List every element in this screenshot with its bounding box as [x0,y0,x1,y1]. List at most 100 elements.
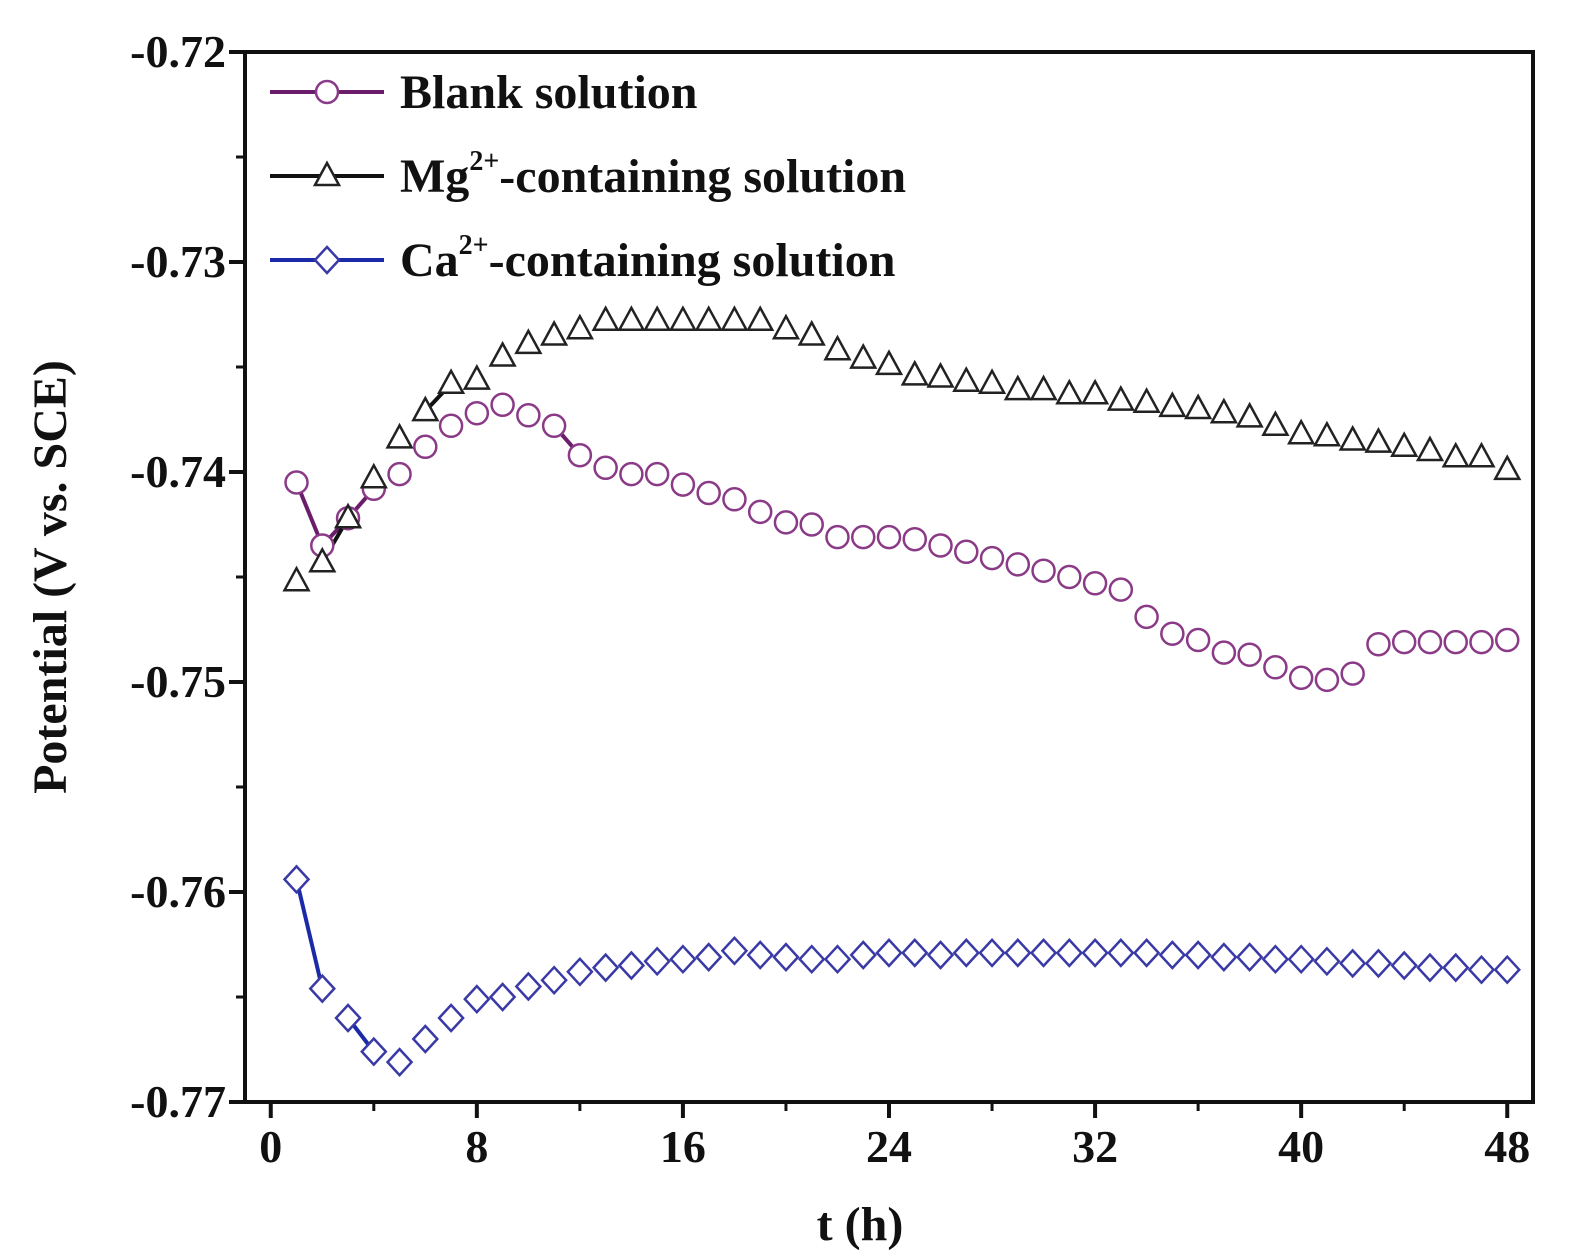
ca-point [1261,944,1290,975]
ca-point [1493,954,1521,985]
blank-point [541,413,567,439]
blank-point [696,480,721,506]
blank-point [413,434,438,460]
ca-point [901,938,929,968]
blank-point [799,512,824,537]
ca-point [1107,938,1135,968]
mg-point [333,502,363,529]
mg-point [1287,418,1316,445]
blank-point [567,442,593,468]
blank-point [876,524,902,550]
mg-point [1312,420,1342,447]
blank-point [1366,631,1391,657]
blank-point [1314,667,1340,693]
mg-point [823,334,852,361]
ca-point [952,938,980,968]
ca-point [875,938,903,968]
x-axis-ticks: 0 8 16 24 32 40 48 [259,1102,1530,1172]
blank-point [1288,665,1314,691]
ca-point [566,956,594,987]
mg-point [1209,397,1238,424]
mg-point [1441,441,1470,468]
x-tick-label: 24 [866,1121,912,1172]
mg-point [565,313,594,340]
mg-point [591,305,620,332]
mg-point [1390,431,1419,458]
ca-point [849,940,877,970]
legend-label: Mg2+-containing solution [400,146,906,203]
blank-point [670,472,696,497]
ca-point [334,1003,362,1033]
mg-point [282,565,311,592]
ca-point [282,864,311,895]
mg-point [874,349,904,376]
data-markers [282,305,1522,1077]
blank-point [1263,655,1288,680]
mg-point [668,305,698,332]
blank-point [593,455,618,481]
x-tick-label: 48 [1484,1121,1530,1172]
x-tick-label: 32 [1072,1121,1118,1172]
ca-point [1442,952,1470,983]
mg-point [1055,378,1084,405]
blank-point [954,539,979,565]
ca-point [720,935,749,966]
ca-point [514,971,543,1002]
ca-point [1081,938,1109,968]
ca-point [1313,946,1341,977]
ca-point [360,1036,388,1067]
ca-point [1235,942,1264,972]
ca-point [1184,940,1212,970]
y-tick-label: -0.74 [130,446,226,497]
blank-point [619,461,644,487]
ca-point [1029,938,1058,968]
mg-point [1158,391,1187,418]
y-tick-label: -0.73 [130,236,226,287]
ca-point [617,950,646,981]
blank-point [902,526,928,552]
mg-point [977,368,1007,395]
blank-point [1443,629,1468,655]
legend-marker [314,79,340,105]
ca-point [669,944,697,975]
mg-point [1235,401,1264,428]
ca-point [1132,938,1161,968]
legend-item-mg: Mg2+-containing solution [270,146,906,203]
legend-item-ca: Ca2+-containing solution [270,230,895,287]
ca-point [463,984,491,1014]
mg-point [540,319,569,346]
blank-point [644,461,670,487]
mg-point [952,366,981,392]
ca-point [772,942,800,972]
ca-point [308,973,336,1004]
mg-point [385,422,414,449]
ca-point [926,940,955,970]
ca-point [978,938,1006,968]
ca-point [1364,948,1393,979]
x-tick-label: 16 [660,1121,706,1172]
mg-point [746,305,775,332]
ca-point [411,1024,440,1054]
series-connectors [294,382,582,1053]
mg-point [1415,435,1445,462]
mg-point [1467,441,1496,468]
blank-point [1211,640,1237,665]
blank-point [1391,629,1417,655]
x-axis-title: t (h) [817,1198,904,1251]
ca-point [1055,938,1084,968]
blank-point [773,510,799,535]
blank-point [1134,604,1159,630]
ca-point [823,944,852,975]
mg-point [1132,387,1161,413]
blank-point [1057,564,1082,590]
ca-point [1210,942,1238,972]
y-tick-label: -0.77 [130,1076,226,1127]
blank-point [284,470,309,495]
mg-point [514,328,543,355]
mg-point [720,305,749,332]
y-tick-label: -0.75 [130,656,226,707]
blank-point [825,524,850,550]
blank-point [928,533,953,558]
legend-marker [312,160,342,187]
